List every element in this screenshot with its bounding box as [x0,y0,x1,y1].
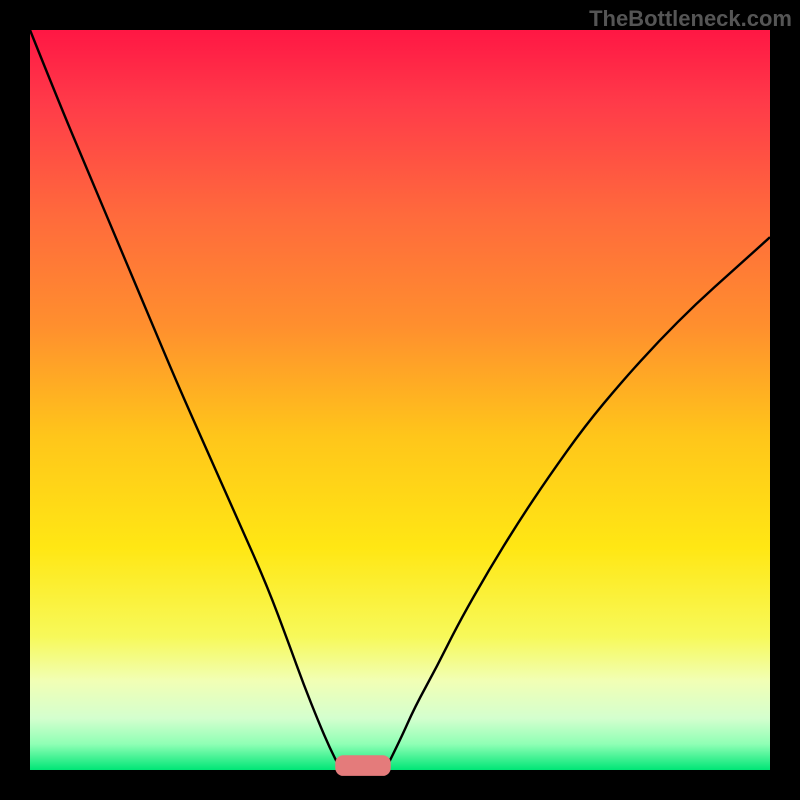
plot-background [30,30,770,770]
chart-container: TheBottleneck.com [0,0,800,800]
bottleneck-chart [0,0,800,800]
optimal-marker [335,755,391,776]
